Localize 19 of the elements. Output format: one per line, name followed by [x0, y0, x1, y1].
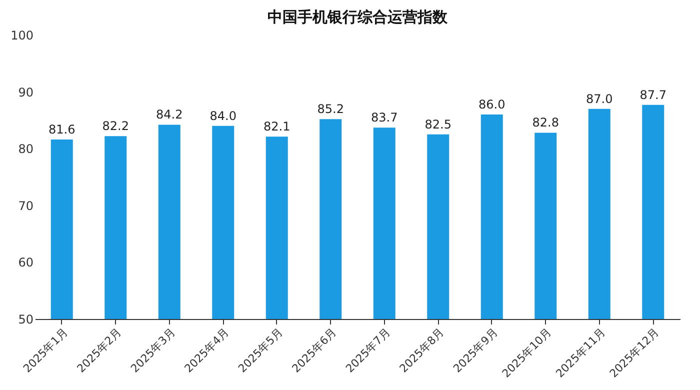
data-label: 86.0	[478, 98, 506, 112]
data-label: 87.0	[586, 92, 613, 106]
y-tick-label: 80	[18, 142, 34, 156]
data-label: 82.5	[424, 117, 452, 132]
data-label: 82.2	[102, 119, 129, 134]
y-tick-label: 50	[18, 312, 34, 326]
data-label: 87.7	[640, 88, 666, 102]
data-label: 81.6	[48, 122, 76, 137]
data-label: 83.7	[371, 110, 398, 125]
data-label: 84.2	[156, 108, 183, 122]
data-label: 84.0	[210, 108, 236, 123]
data-label: 82.1	[264, 120, 290, 134]
y-tick-label: 100	[10, 28, 34, 42]
data-label: 82.8	[532, 116, 559, 130]
chart-title: 中国手机银行综合运营指数	[268, 8, 448, 26]
data-label: 85.2	[317, 102, 344, 116]
y-tick-label: 60	[18, 256, 34, 270]
y-tick-label: 90	[18, 85, 34, 100]
y-tick-label: 70	[18, 198, 34, 213]
